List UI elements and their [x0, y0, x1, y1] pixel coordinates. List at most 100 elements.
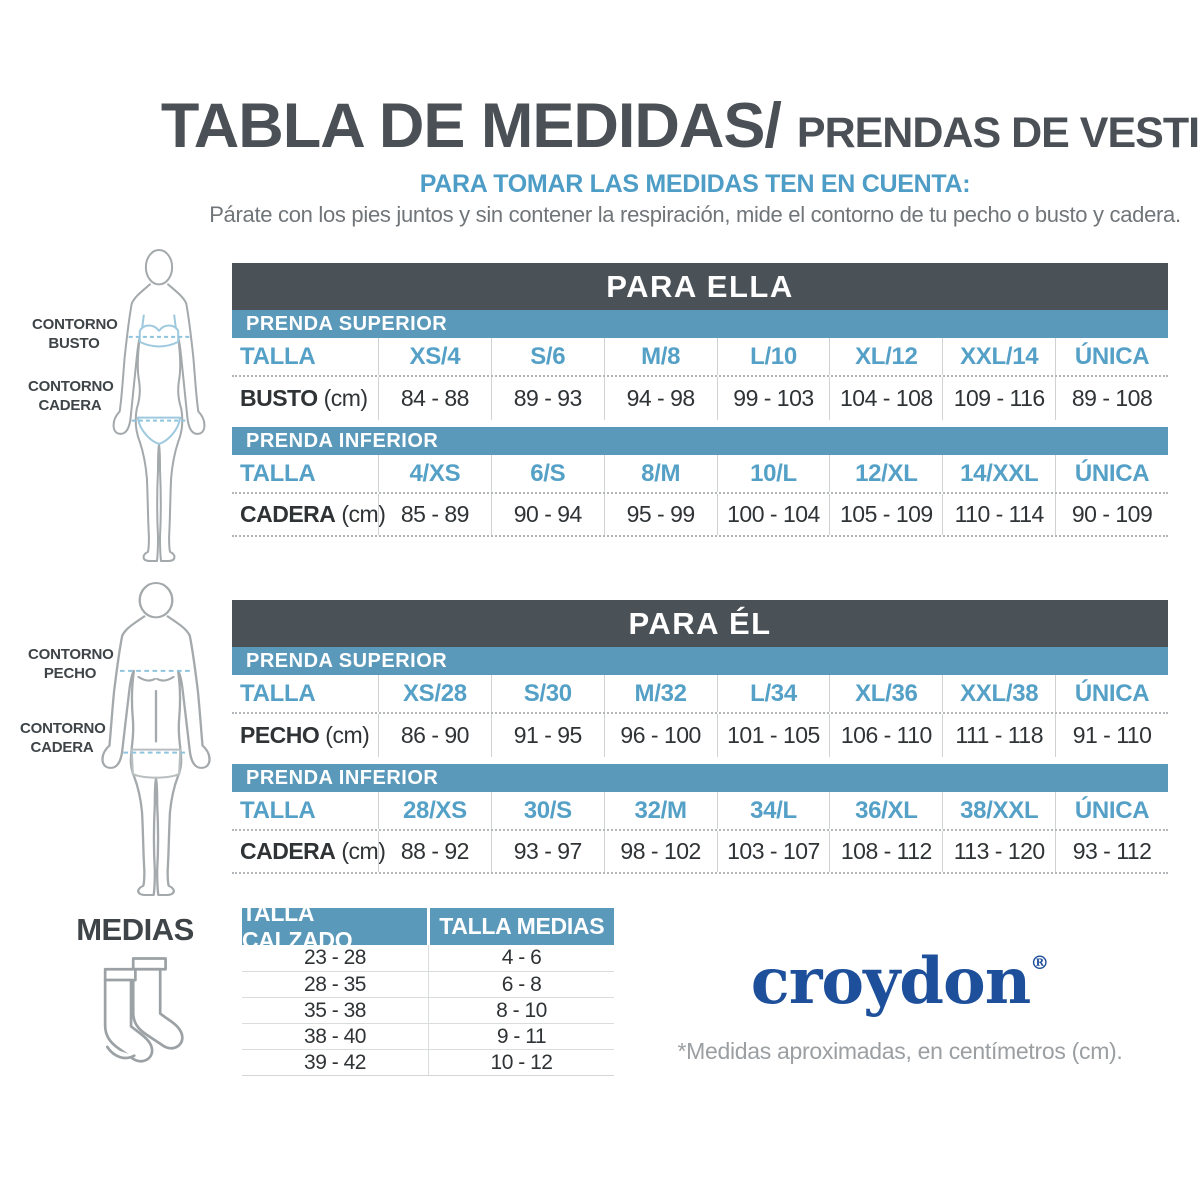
size-cell: L/10 [716, 338, 830, 375]
measure-unit: (cm) [325, 722, 370, 748]
medias-cell: 38 - 40 [304, 1024, 366, 1048]
value-cell: 106 - 110 [829, 714, 942, 757]
value-cell: 111 - 118 [942, 714, 1055, 757]
medias-cell: 28 - 35 [304, 972, 366, 996]
size-cell: 4/XS [378, 455, 491, 492]
ella-prenda-inferior-bar: PRENDA INFERIOR [232, 427, 1168, 455]
value-cell: 110 - 114 [942, 494, 1055, 535]
el-prenda-inferior-bar: PRENDA INFERIOR [232, 764, 1168, 792]
medias-cell: 39 - 42 [304, 1050, 366, 1074]
size-row-label: TALLA [240, 796, 316, 824]
value-cell: 113 - 120 [942, 831, 1055, 872]
page-title-sub: PRENDAS DE VESTIR [796, 109, 1200, 157]
value-cell: 91 - 95 [490, 714, 604, 757]
el-chest-row: PECHO (cm) 86 - 90 91 - 95 96 - 100 101 … [232, 714, 1168, 757]
socks-icon [103, 957, 184, 1063]
female-body-illustration [112, 249, 206, 562]
measurements-footnote: *Medidas aproximadas, en centímetros (cm… [677, 1038, 1123, 1064]
male-underwear-icon [130, 748, 182, 779]
measuring-note-title: PARA TOMAR LAS MEDIDAS TEN EN CUENTA: [419, 170, 971, 198]
size-cell: XL/36 [829, 675, 942, 712]
male-body-illustration [101, 582, 211, 896]
value-cell: 98 - 102 [603, 831, 717, 872]
value-cell: 90 - 109 [1055, 494, 1168, 535]
size-cell: ÚNICA [1055, 792, 1168, 829]
medias-table-body: 23 - 28 4 - 6 28 - 35 6 - 8 35 - 38 8 - … [242, 945, 614, 1076]
size-cell: 30/S [490, 792, 604, 829]
para-el-table: PARA ÉL PRENDA SUPERIOR TALLA XS/28 S/30… [232, 600, 1168, 874]
medias-size-table: TALLA CALZADO TALLA MEDIAS 23 - 28 4 - 6… [242, 900, 614, 1076]
el-inferior-size-row: TALLA 28/XS 30/S 32/M 34/L 36/XL 38/XXL … [232, 792, 1168, 831]
size-row-label: TALLA [240, 679, 316, 707]
size-row-label: TALLA [240, 459, 316, 487]
size-cell: 32/M [603, 792, 717, 829]
size-cell: S/6 [490, 338, 604, 375]
male-hip-label: CONTORNO CADERA [20, 720, 106, 756]
value-cell: 89 - 108 [1055, 377, 1168, 420]
value-cell: 100 - 104 [716, 494, 830, 535]
measure-row-label: BUSTO (cm) [240, 385, 368, 411]
medias-cell: 6 - 8 [428, 972, 614, 997]
value-cell: 94 - 98 [603, 377, 717, 420]
size-cell: XXL/38 [942, 675, 1055, 712]
medias-header-calzado: TALLA CALZADO [242, 900, 427, 953]
value-cell: 84 - 88 [378, 377, 491, 420]
measure-unit: (cm) [323, 385, 368, 411]
value-cell: 88 - 92 [378, 831, 491, 872]
measure-row-label: PECHO (cm) [240, 722, 370, 748]
medias-row: 23 - 28 4 - 6 [242, 945, 614, 971]
ella-superior-size-row: TALLA XS/4 S/6 M/8 L/10 XL/12 XXL/14 ÚNI… [232, 338, 1168, 377]
size-cell: 34/L [716, 792, 830, 829]
ella-bust-row: BUSTO (cm) 84 - 88 89 - 93 94 - 98 99 - … [232, 377, 1168, 420]
size-cell: 12/XL [829, 455, 942, 492]
measure-row-label: CADERA (cm) [240, 501, 386, 527]
size-cell: 6/S [490, 455, 604, 492]
medias-row: 38 - 40 9 - 11 [242, 1023, 614, 1049]
ella-prenda-superior-bar: PRENDA SUPERIOR [232, 310, 1168, 338]
value-cell: 99 - 103 [716, 377, 830, 420]
medias-row: 35 - 38 8 - 10 [242, 997, 614, 1023]
medias-cell: 8 - 10 [428, 998, 614, 1023]
medias-cell: 4 - 6 [428, 945, 614, 971]
size-cell: ÚNICA [1055, 455, 1168, 492]
medias-table-header: TALLA CALZADO TALLA MEDIAS [242, 900, 614, 953]
value-cell: 95 - 99 [603, 494, 717, 535]
medias-header-medias: TALLA MEDIAS [429, 908, 614, 945]
para-el-title-bar: PARA ÉL [232, 600, 1168, 647]
size-row-label: TALLA [240, 342, 316, 370]
size-cell: 38/XXL [942, 792, 1055, 829]
croydon-logo: croydon® [750, 944, 1050, 1019]
value-cell: 90 - 94 [490, 494, 604, 535]
medias-cell: 9 - 11 [428, 1024, 614, 1049]
el-superior-size-row: TALLA XS/28 S/30 M/32 L/34 XL/36 XXL/38 … [232, 675, 1168, 714]
size-cell: 14/XXL [942, 455, 1055, 492]
medias-row: 28 - 35 6 - 8 [242, 971, 614, 997]
measuring-note-body: Párate con los pies juntos y sin contene… [209, 202, 1181, 227]
size-cell: XXL/14 [942, 338, 1055, 375]
ella-hip-row: CADERA (cm) 85 - 89 90 - 94 95 - 99 100 … [232, 494, 1168, 537]
size-cell: XS/4 [378, 338, 491, 375]
medias-row: 39 - 42 10 - 12 [242, 1049, 614, 1075]
ella-inferior-size-row: TALLA 4/XS 6/S 8/M 10/L 12/XL 14/XXL ÚNI… [232, 455, 1168, 494]
value-cell: 109 - 116 [942, 377, 1055, 420]
para-ella-table: PARA ELLA PRENDA SUPERIOR TALLA XS/4 S/6… [232, 263, 1168, 537]
size-cell: XS/28 [378, 675, 491, 712]
registered-mark: ® [1030, 952, 1050, 974]
female-bra-icon [138, 314, 180, 348]
el-prenda-superior-bar: PRENDA SUPERIOR [232, 647, 1168, 675]
medias-cell: 23 - 28 [304, 946, 366, 969]
value-cell: 93 - 112 [1055, 831, 1168, 872]
page-title-main: TABLA DE MEDIDAS/ [160, 91, 782, 161]
page-header: TABLA DE MEDIDAS/ PRENDAS DE VESTIR PARA… [161, 90, 1200, 228]
size-cell: 10/L [716, 455, 830, 492]
size-cell: 36/XL [829, 792, 942, 829]
value-cell: 91 - 110 [1055, 714, 1168, 757]
value-cell: 103 - 107 [716, 831, 830, 872]
value-cell: 93 - 97 [490, 831, 604, 872]
el-hip-row: CADERA (cm) 88 - 92 93 - 97 98 - 102 103… [232, 831, 1168, 874]
size-cell: M/8 [603, 338, 717, 375]
value-cell: 108 - 112 [829, 831, 942, 872]
para-ella-title-bar: PARA ELLA [232, 263, 1168, 310]
value-cell: 85 - 89 [378, 494, 491, 535]
